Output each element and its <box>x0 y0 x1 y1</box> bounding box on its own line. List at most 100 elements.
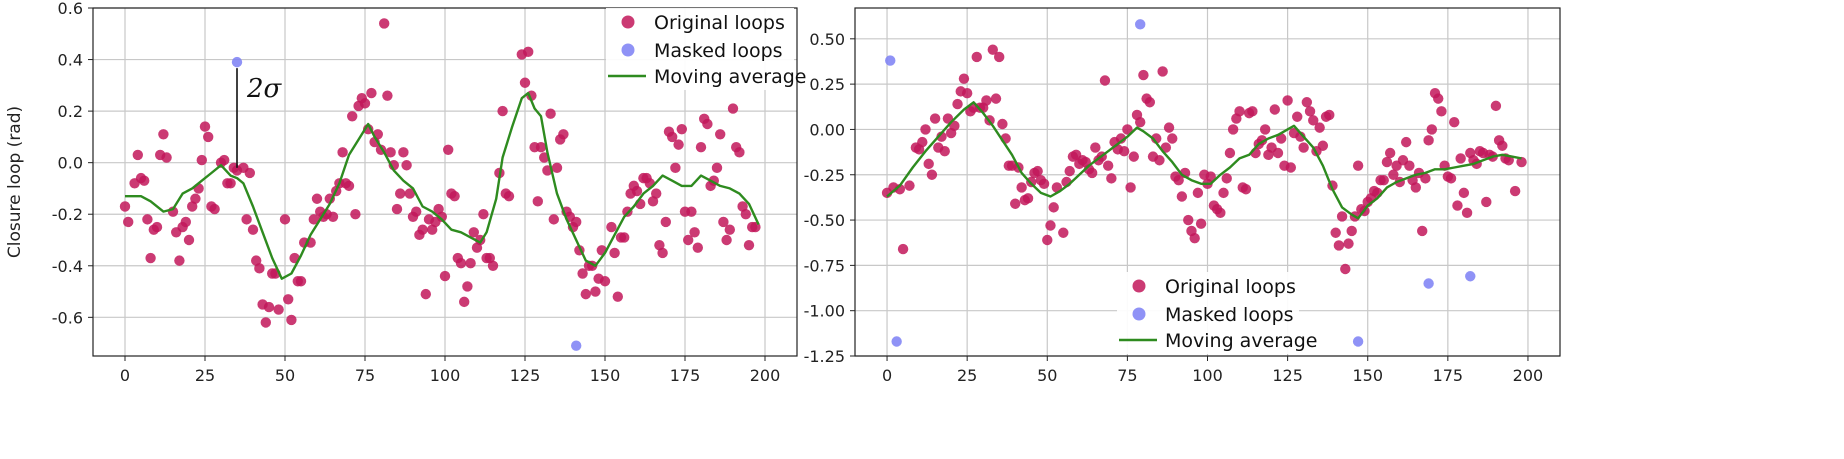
original-loops-point <box>1144 97 1156 108</box>
original-loops-point <box>1455 153 1466 164</box>
legend-label-moving-average: Moving average <box>654 66 806 88</box>
original-loops-point <box>366 87 377 99</box>
legend-label-masked-loops: Masked loops <box>654 40 783 62</box>
original-loops-point <box>439 270 451 282</box>
masked-loops-point <box>1135 19 1146 30</box>
original-loops-point <box>997 118 1008 130</box>
original-loops-point <box>1051 182 1063 193</box>
original-loops-point <box>1259 124 1271 135</box>
original-loops-point <box>1154 155 1165 166</box>
moving-average-line <box>125 91 760 280</box>
original-loops-point <box>263 301 275 313</box>
y-axis-label: Closure loop (rad) <box>5 106 25 258</box>
original-loops-point <box>337 147 348 158</box>
original-loops-point <box>1118 145 1130 157</box>
original-loops-point <box>1343 238 1354 249</box>
original-loops-point <box>1086 167 1098 179</box>
original-loops-point <box>196 154 207 166</box>
original-loops-point <box>343 180 355 192</box>
x-tick-label: 0 <box>120 366 130 385</box>
original-loops-point <box>180 216 191 228</box>
original-loops-point <box>1509 185 1521 197</box>
x-tick-label: 50 <box>1037 366 1057 385</box>
original-loops-point <box>1436 106 1447 117</box>
original-loops-point <box>1352 160 1364 171</box>
original-loops-point <box>1340 263 1351 275</box>
original-loops-point <box>1388 169 1399 180</box>
original-loops-point <box>971 51 982 63</box>
original-loops-point <box>689 227 700 238</box>
original-loops-point <box>920 124 931 135</box>
original-loops-point <box>1102 160 1114 171</box>
original-loops-point <box>1433 93 1444 104</box>
original-loops-point <box>1308 115 1319 126</box>
original-loops-point <box>1125 182 1136 193</box>
original-loops-point <box>401 160 412 171</box>
original-loops-point <box>411 206 422 217</box>
original-loops-point <box>1301 97 1313 108</box>
x-tick-label: 175 <box>670 366 701 385</box>
original-loops-point <box>254 263 265 274</box>
legend-marker-masked-loops <box>1132 307 1146 321</box>
original-loops-point <box>609 247 620 259</box>
original-loops-point <box>158 129 169 140</box>
original-loops-point <box>260 317 271 328</box>
series-layer <box>881 19 1527 347</box>
original-loops-point <box>468 227 479 238</box>
y-tick-label: 0.2 <box>58 102 83 121</box>
original-loops-point <box>1452 200 1463 211</box>
x-tick-label: 25 <box>195 366 215 385</box>
original-loops-point <box>1189 232 1200 244</box>
original-loops-point <box>1048 202 1059 213</box>
original-loops-point <box>1106 173 1117 184</box>
original-loops-point <box>1234 106 1245 117</box>
original-loops-point <box>145 252 156 264</box>
original-loops-point <box>279 214 291 225</box>
original-loops-point <box>1285 162 1297 173</box>
original-loops-point <box>926 169 938 180</box>
original-loops-point <box>612 291 623 302</box>
original-loops-point <box>379 18 390 29</box>
original-loops-point <box>1016 182 1027 193</box>
original-loops-point <box>139 175 150 186</box>
original-loops-point <box>1058 227 1069 238</box>
x-tick-label: 125 <box>510 366 541 385</box>
original-loops-point <box>123 216 134 228</box>
original-loops-point <box>404 188 415 199</box>
original-loops-point <box>1183 214 1194 226</box>
original-loops-point <box>1022 193 1034 204</box>
original-loops-point <box>1417 225 1428 237</box>
original-loops-point <box>443 144 454 155</box>
legend-marker-original-loops <box>621 15 635 29</box>
original-loops-point <box>161 152 172 163</box>
legend-marker-original-loops <box>1132 279 1146 293</box>
original-loops-point <box>545 108 556 119</box>
original-loops-point <box>132 149 143 161</box>
y-tick-label: 0.25 <box>809 75 845 94</box>
x-tick-label: 75 <box>1117 366 1137 385</box>
x-tick-label: 150 <box>1352 366 1383 385</box>
original-loops-point <box>929 113 941 124</box>
x-tick-label: 100 <box>430 366 461 385</box>
original-loops-point <box>241 214 252 225</box>
original-loops-point <box>1282 95 1293 106</box>
original-loops-point <box>1317 140 1329 151</box>
x-tick-label: 0 <box>882 366 892 385</box>
original-loops-point <box>1330 227 1341 238</box>
x-tick-label: 25 <box>957 366 977 385</box>
original-loops-point <box>417 224 428 235</box>
original-loops-point <box>347 111 358 122</box>
original-loops-point <box>1272 147 1284 159</box>
original-loops-point <box>1227 124 1239 135</box>
original-loops-point <box>295 276 307 287</box>
original-loops-point <box>1173 174 1184 186</box>
original-loops-point <box>904 180 915 191</box>
original-loops-point <box>1404 160 1415 171</box>
original-loops-point <box>199 121 211 132</box>
original-loops-point <box>286 314 297 326</box>
original-loops-point <box>692 242 703 253</box>
original-loops-point <box>939 145 950 157</box>
original-loops-point <box>174 255 185 266</box>
original-loops-point <box>478 209 489 220</box>
x-tick-label: 200 <box>1513 366 1544 385</box>
